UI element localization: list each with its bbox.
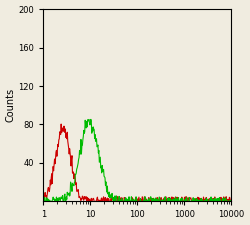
Y-axis label: Counts: Counts — [6, 88, 16, 122]
